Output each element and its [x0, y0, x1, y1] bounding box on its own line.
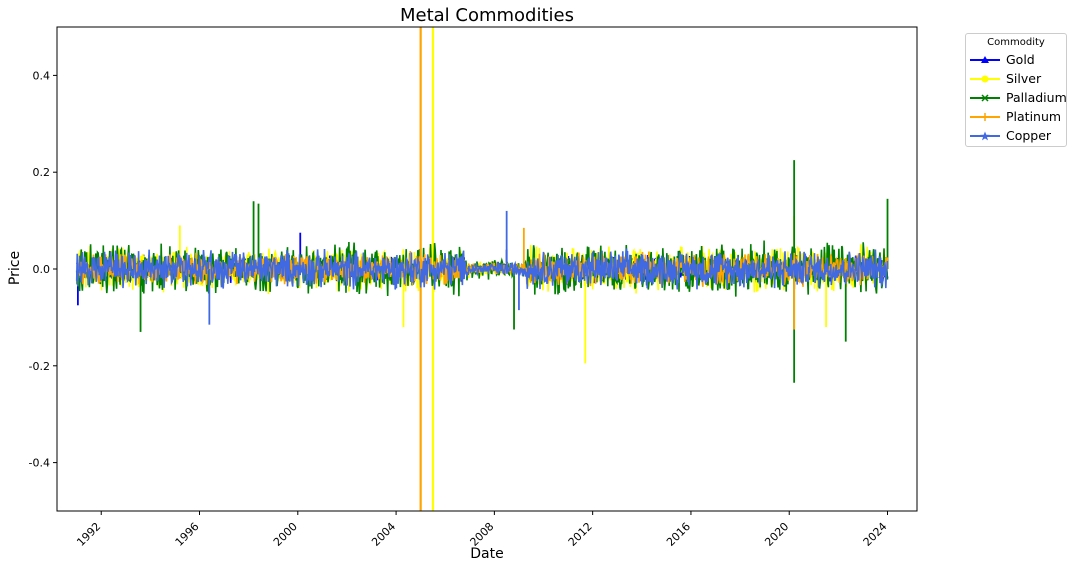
star-marker-icon	[970, 131, 1000, 140]
legend-item-platinum: Platinum	[970, 107, 1061, 126]
x-tick-label: 2004	[369, 520, 398, 549]
x-tick-label: 1992	[74, 520, 103, 549]
legend-label: Copper	[1006, 128, 1052, 143]
x-marker-icon	[970, 93, 1000, 102]
series-line-copper	[75, 248, 889, 290]
y-tick-label: 0.4	[33, 69, 51, 82]
legend-label: Gold	[1006, 52, 1035, 67]
x-tick-label: 2024	[861, 520, 890, 549]
x-tick-label: 2000	[271, 520, 300, 549]
legend-item-copper: Copper	[970, 126, 1051, 145]
x-tick-label: 1996	[173, 520, 202, 549]
x-tick-label: 2008	[468, 520, 497, 549]
x-axis-label: Date	[470, 546, 503, 562]
plus-marker-icon	[970, 112, 1000, 121]
y-axis-ticks: -0.4 -0.2 0.0 0.2 0.4	[29, 69, 57, 470]
circle-marker-icon	[970, 75, 1000, 82]
legend-item-gold: Gold	[970, 50, 1035, 69]
triangle-marker-icon	[970, 55, 1000, 63]
x-tick-label: 2016	[664, 520, 693, 549]
y-tick-label: 0.2	[33, 166, 51, 179]
x-tick-label: 2012	[566, 520, 595, 549]
legend-label: Silver	[1006, 71, 1042, 86]
legend-label: Platinum	[1006, 109, 1062, 124]
legend-item-palladium: Palladium	[970, 88, 1067, 107]
x-tick-label: 2020	[762, 520, 791, 549]
chart-title: Metal Commodities	[400, 5, 574, 26]
legend-title: Commodity	[987, 37, 1045, 48]
x-axis-ticks: 1992 1996 2000 2004 2008 2012 2016 2020 2024	[74, 511, 890, 549]
y-axis-label: Price	[7, 251, 23, 285]
legend: Commodity Gold Silver Palladium Platinum Cop…	[965, 33, 1067, 147]
y-tick-label: -0.4	[29, 457, 50, 470]
plot-lines	[75, 27, 889, 511]
y-tick-label: -0.2	[29, 360, 50, 373]
legend-item-silver: Silver	[970, 69, 1041, 88]
legend-label: Palladium	[1006, 90, 1067, 105]
y-tick-label: 0.0	[33, 263, 51, 276]
